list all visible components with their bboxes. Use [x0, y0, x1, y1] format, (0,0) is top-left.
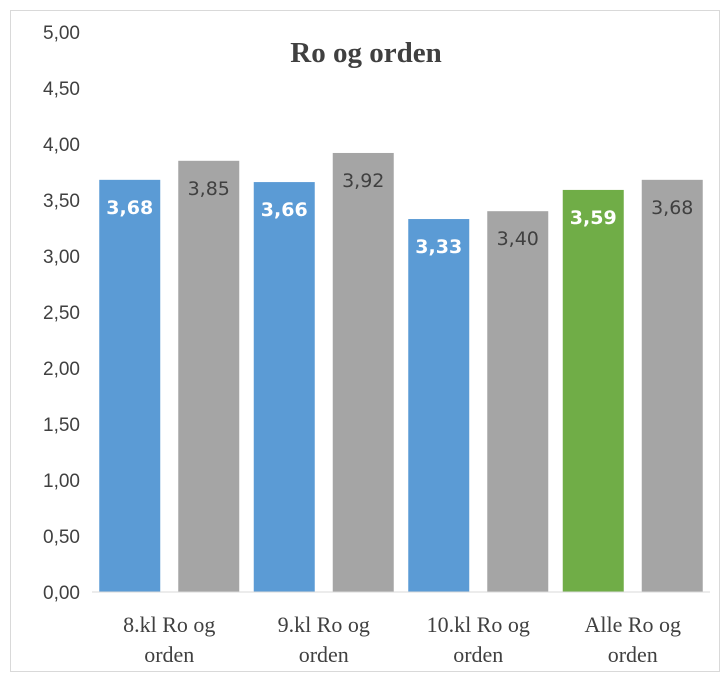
- y-tick-label: 5,00: [43, 23, 80, 44]
- chart-title: Ro og orden: [290, 37, 441, 69]
- y-tick-label: 3,00: [43, 247, 80, 268]
- bar: [408, 219, 470, 593]
- data-label: 3,85: [188, 178, 230, 200]
- bar: [332, 152, 394, 592]
- bar: [178, 160, 240, 593]
- y-axis: 0,00 0,50 1,00 1,50 2,00 2,50 3,00 3,50 4,00 4,50…: [43, 23, 80, 604]
- y-tick-label: 0,00: [43, 583, 80, 604]
- bar: [99, 179, 161, 592]
- bar: [487, 211, 549, 592]
- x-tick-label: 8.kl Ro og orden: [123, 612, 215, 667]
- y-tick-label: 2,00: [43, 359, 80, 380]
- bars: 3,68 3,85 3,66 3,92 3,33 3,40 3,59 3,68: [99, 152, 703, 593]
- y-tick-label: 2,50: [43, 303, 80, 324]
- data-label: 3,40: [497, 228, 539, 250]
- y-tick-label: 4,00: [43, 135, 80, 156]
- y-tick-label: 4,50: [43, 79, 80, 100]
- y-tick-label: 3,50: [43, 191, 80, 212]
- bar: [562, 189, 624, 593]
- bar: [641, 179, 703, 592]
- x-tick-label: 10.kl Ro og orden: [427, 612, 530, 667]
- y-tick-label: 1,00: [43, 471, 80, 492]
- y-tick-label: 0,50: [43, 527, 80, 548]
- data-label: 3,59: [570, 207, 617, 229]
- y-tick-label: 1,50: [43, 415, 80, 436]
- data-label: 3,68: [106, 197, 153, 219]
- data-label: 3,92: [342, 170, 384, 192]
- data-label: 3,68: [651, 197, 693, 219]
- bar: [253, 182, 315, 592]
- data-label: 3,33: [415, 236, 462, 258]
- data-label: 3,66: [261, 199, 308, 221]
- x-tick-label: Alle Ro og orden: [584, 612, 681, 667]
- x-tick-label: 9.kl Ro og orden: [278, 612, 370, 667]
- x-axis: 8.kl Ro og orden 9.kl Ro og orden 10.kl Ro o…: [92, 591, 710, 667]
